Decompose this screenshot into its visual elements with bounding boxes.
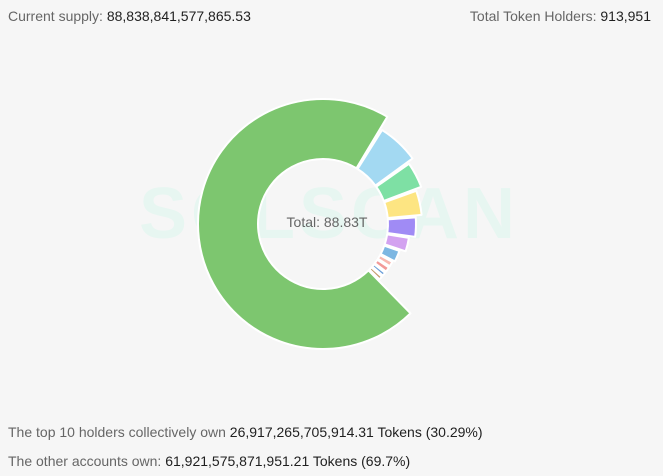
total-token-holders-label: Total Token Holders: xyxy=(469,8,597,24)
top10-label: The top 10 holders collectively own xyxy=(8,424,226,440)
donut-slice-5[interactable] xyxy=(386,216,417,238)
donut-slices xyxy=(197,98,423,350)
current-supply: Current supply: 88,838,841,577,865.53 xyxy=(8,8,251,24)
other-accounts-value: 61,921,575,871,951.21 Tokens (69.7%) xyxy=(165,453,411,469)
donut-slice-6[interactable] xyxy=(383,233,410,253)
donut-slice-8[interactable] xyxy=(376,254,394,268)
other-accounts-summary: The other accounts own: 61,921,575,871,9… xyxy=(8,453,410,469)
donut-slice-11[interactable] xyxy=(368,266,383,281)
donut-slice-10[interactable] xyxy=(371,263,387,277)
donut-chart-svg: SOLSCAN Total: 88.83T xyxy=(139,98,515,350)
total-token-holders: Total Token Holders: 913,951 xyxy=(470,8,651,24)
donut-slice-1[interactable] xyxy=(197,98,412,350)
donut-slice-9[interactable] xyxy=(373,258,390,273)
top10-summary: The top 10 holders collectively own 26,9… xyxy=(8,424,483,440)
donut-slice-2[interactable] xyxy=(356,129,414,187)
top10-value: 26,917,265,705,914.31 Tokens (30.29%) xyxy=(229,424,483,440)
chart-center-label: Total: 88.83T xyxy=(287,214,368,230)
current-supply-value: 88,838,841,577,865.53 xyxy=(106,8,251,24)
total-token-holders-value: 913,951 xyxy=(600,8,651,24)
donut-slice-3[interactable] xyxy=(375,162,423,202)
holders-donut-chart: SOLSCAN Total: 88.83T xyxy=(0,60,663,390)
other-accounts-label: The other accounts own: xyxy=(8,453,162,469)
donut-slice-4[interactable] xyxy=(383,189,423,220)
donut-slice-7[interactable] xyxy=(379,244,401,263)
current-supply-label: Current supply: xyxy=(8,8,103,24)
